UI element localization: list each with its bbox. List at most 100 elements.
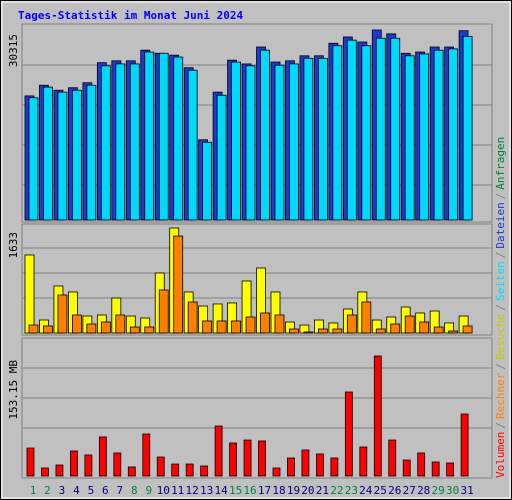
- x-tick-label: 1: [30, 484, 37, 497]
- x-tick-label: 30: [446, 484, 459, 497]
- bar: [332, 328, 343, 334]
- bar: [417, 452, 426, 477]
- bar: [317, 57, 328, 221]
- bar: [346, 39, 357, 221]
- x-tick-label: 17: [258, 484, 271, 497]
- x-tick-label: 8: [131, 484, 138, 497]
- bar: [344, 391, 353, 477]
- legend-separator: /: [494, 252, 507, 259]
- y-tick-label: 1633: [7, 232, 20, 259]
- x-tick-label: 9: [145, 484, 152, 497]
- x-tick-label: 11: [171, 484, 184, 497]
- x-tick-label: 19: [287, 484, 300, 497]
- bar: [446, 462, 455, 477]
- bar: [26, 447, 35, 477]
- x-tick-label: 26: [388, 484, 401, 497]
- bar: [245, 65, 256, 221]
- bar: [433, 49, 444, 221]
- x-tick-label: 12: [186, 484, 199, 497]
- bar: [187, 301, 198, 334]
- bar: [187, 69, 198, 221]
- bar: [332, 45, 343, 221]
- x-tick-label: 16: [243, 484, 256, 497]
- bar: [84, 454, 93, 477]
- bar: [402, 459, 411, 477]
- bar: [460, 413, 469, 477]
- bar: [375, 328, 386, 334]
- bar: [303, 331, 314, 334]
- bar: [419, 321, 430, 334]
- bar: [330, 457, 339, 477]
- x-tick-label: 25: [374, 484, 387, 497]
- bar: [229, 442, 237, 477]
- bar: [272, 467, 281, 477]
- bar: [24, 254, 35, 334]
- bar: [200, 465, 209, 477]
- x-tick-label: 23: [345, 484, 358, 497]
- bar: [144, 326, 155, 334]
- bar: [144, 51, 155, 221]
- bar: [202, 320, 213, 334]
- bar: [231, 320, 241, 334]
- bar: [86, 84, 97, 221]
- legend-entry: Rechner: [494, 372, 507, 419]
- x-tick-label: 21: [316, 484, 329, 497]
- x-tick-label: 10: [157, 484, 170, 497]
- bar: [127, 466, 136, 477]
- legend-separator: /: [494, 304, 507, 311]
- bar: [419, 53, 430, 221]
- bar: [115, 314, 126, 334]
- bar: [359, 446, 368, 477]
- bar: [100, 321, 111, 334]
- legend-entry: Seiten: [494, 261, 507, 301]
- bar: [202, 141, 213, 221]
- bar: [156, 456, 165, 477]
- legend-separator: /: [494, 422, 507, 429]
- bar: [98, 436, 107, 477]
- bar: [43, 86, 53, 221]
- bar: [260, 312, 270, 334]
- bar: [433, 326, 444, 334]
- bar: [72, 314, 82, 334]
- x-tick-label: 6: [102, 484, 109, 497]
- bar: [158, 52, 169, 221]
- x-tick-label: 4: [73, 484, 80, 497]
- y-tick-label: 153.15 MB: [7, 360, 20, 420]
- legend-entry: Dateien: [494, 202, 507, 248]
- bar: [142, 433, 151, 477]
- bar: [317, 328, 328, 334]
- bar: [404, 315, 415, 334]
- x-tick-label: 3: [59, 484, 66, 497]
- x-tick-label: 5: [88, 484, 95, 497]
- bar: [243, 439, 252, 477]
- bar: [404, 55, 415, 221]
- bar: [216, 94, 227, 221]
- bar: [390, 37, 401, 221]
- bar: [462, 325, 473, 334]
- bar: [115, 63, 126, 221]
- legend: Volumen / Rechner / Besuche / Seiten / Dateien / A…: [494, 137, 507, 478]
- bar: [361, 45, 372, 221]
- bar: [373, 355, 382, 477]
- bar: [462, 35, 473, 221]
- bar: [303, 57, 314, 221]
- bar: [173, 56, 184, 221]
- bar: [346, 314, 357, 334]
- bar: [57, 294, 68, 334]
- bar: [216, 320, 227, 334]
- x-tick-label: 27: [403, 484, 416, 497]
- legend-separator: /: [494, 363, 507, 370]
- bar: [70, 450, 78, 477]
- x-tick-label: 2: [44, 484, 51, 497]
- bar: [72, 89, 82, 221]
- bar: [388, 439, 397, 477]
- bar: [28, 324, 39, 334]
- x-tick-label: 18: [272, 484, 285, 497]
- x-tick-label: 31: [460, 484, 473, 497]
- bar: [129, 63, 140, 221]
- bar: [448, 48, 459, 221]
- legend-entry: Anfragen: [494, 137, 507, 190]
- bar: [315, 453, 324, 477]
